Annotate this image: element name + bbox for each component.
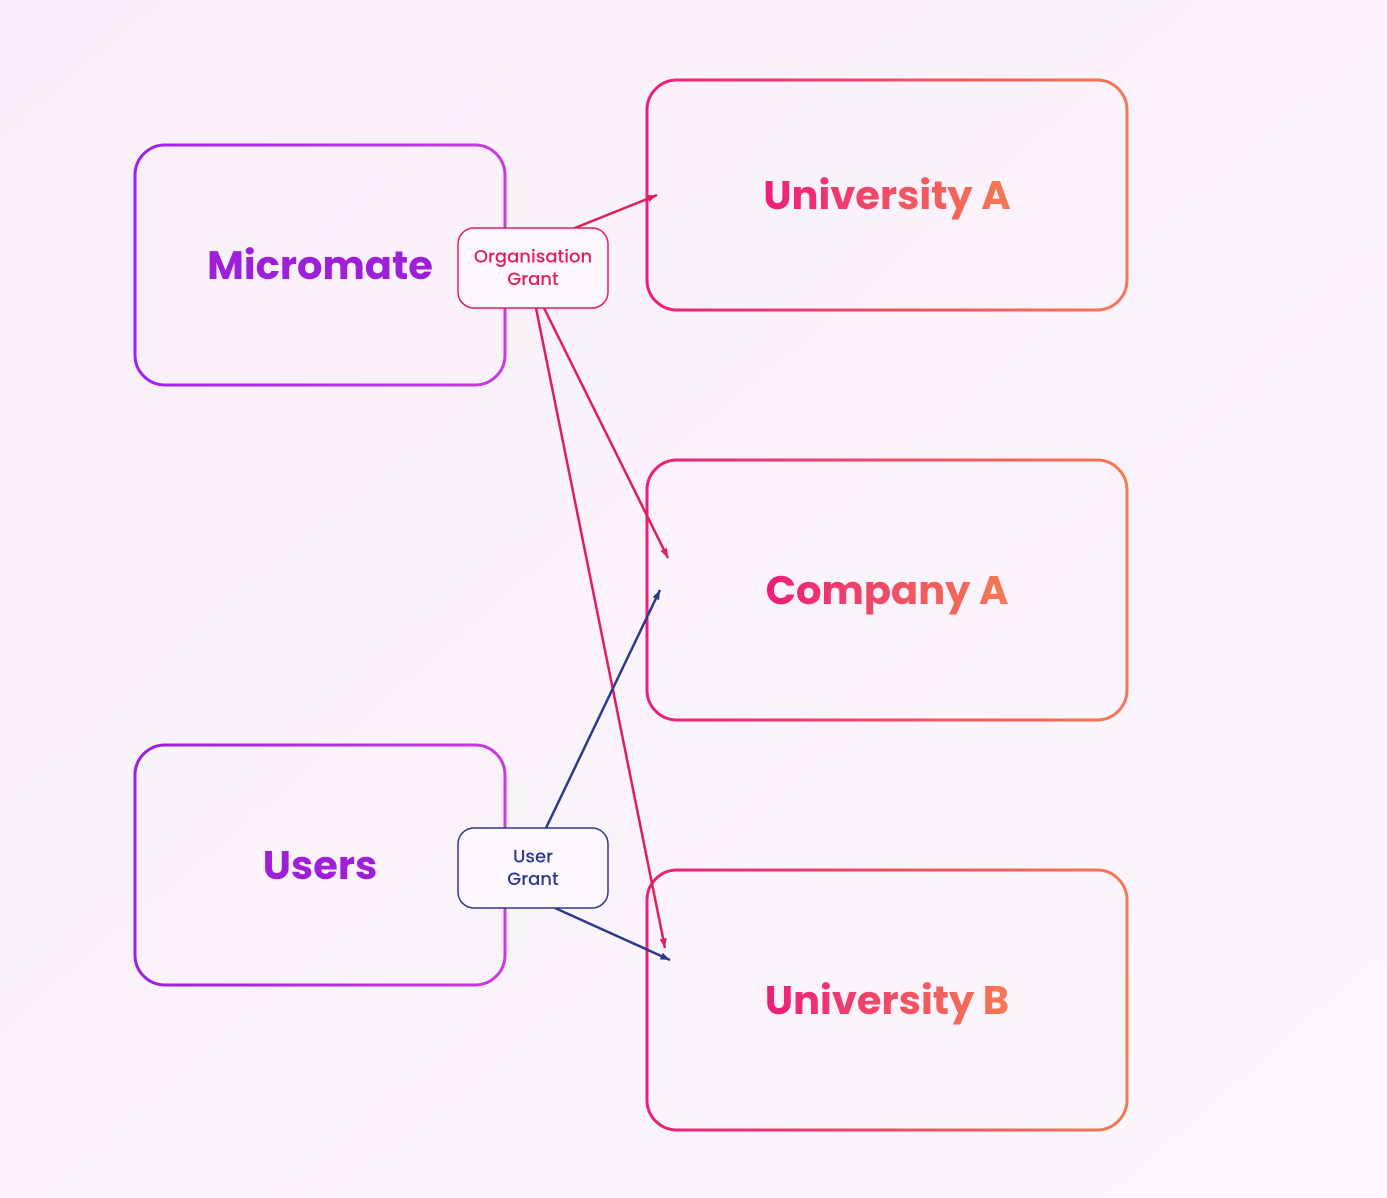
badge-user_grant: UserGrant <box>458 828 608 908</box>
diagram-background <box>0 0 1387 1198</box>
node-university_b-label: University B <box>765 972 1009 1028</box>
badge-user_grant-line2: Grant <box>507 867 559 892</box>
badge-org_grant: OrganisationGrant <box>458 228 608 308</box>
grant-diagram: Micromate Users University A Company A Unive… <box>0 0 1387 1198</box>
badge-org_grant-line2: Grant <box>507 267 559 292</box>
node-users-label: Users <box>263 837 378 893</box>
badge-org_grant-line1: Organisation <box>474 244 592 269</box>
node-company_a-label: Company A <box>766 562 1009 618</box>
node-university_a-label: University A <box>763 167 1010 223</box>
node-micromate-label: Micromate <box>207 237 433 293</box>
badge-user_grant-line1: User <box>513 844 553 869</box>
